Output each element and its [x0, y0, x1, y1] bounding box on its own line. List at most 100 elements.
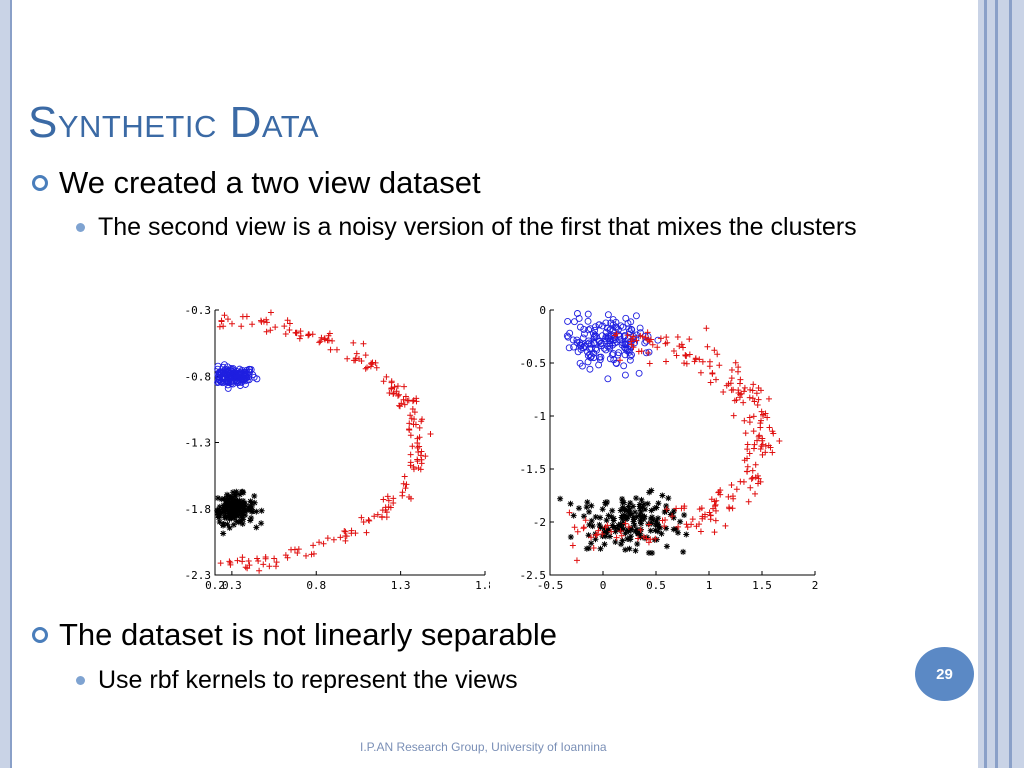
data-point	[242, 564, 249, 571]
data-point	[760, 412, 767, 419]
data-point	[659, 517, 666, 524]
data-point	[586, 365, 594, 373]
data-point	[576, 338, 584, 346]
data-point	[709, 369, 716, 376]
data-point	[759, 435, 766, 442]
data-point	[674, 334, 681, 341]
data-point	[664, 339, 671, 346]
series-stars	[214, 488, 265, 537]
data-point	[758, 417, 765, 424]
data-point	[754, 472, 761, 479]
data-point	[226, 495, 233, 502]
data-point	[230, 505, 237, 512]
data-point	[401, 383, 408, 390]
data-point	[263, 319, 270, 326]
data-point	[619, 495, 626, 502]
data-point	[757, 445, 764, 452]
data-point	[239, 558, 246, 565]
data-point	[391, 383, 398, 390]
data-point	[706, 358, 713, 365]
data-point	[748, 475, 755, 482]
data-point	[577, 342, 585, 350]
data-point	[404, 397, 411, 404]
data-point	[324, 337, 331, 344]
data-point	[575, 315, 583, 322]
data-point	[411, 409, 418, 416]
data-point	[723, 382, 730, 389]
data-point	[237, 499, 244, 506]
data-point	[353, 350, 360, 357]
data-point	[232, 500, 239, 507]
data-point	[584, 499, 591, 506]
data-point	[625, 523, 632, 530]
data-point	[231, 514, 238, 521]
data-point	[333, 346, 340, 353]
data-point	[263, 328, 270, 335]
data-point	[297, 332, 304, 339]
data-point	[749, 474, 756, 481]
data-point	[579, 344, 587, 352]
data-point	[267, 309, 274, 316]
data-point	[750, 413, 757, 420]
data-point	[604, 527, 611, 534]
data-point	[569, 542, 576, 549]
data-point	[251, 499, 258, 506]
data-point	[214, 495, 221, 502]
data-point	[343, 533, 350, 540]
data-point	[241, 370, 249, 378]
data-point	[625, 508, 632, 515]
data-point	[229, 320, 236, 327]
left-border	[0, 0, 10, 768]
data-point	[652, 535, 659, 542]
data-point	[262, 553, 269, 560]
data-point	[407, 432, 414, 439]
data-point	[641, 513, 648, 520]
series-plus	[566, 325, 783, 564]
data-point	[620, 526, 627, 533]
data-point	[730, 412, 737, 419]
data-point	[248, 499, 255, 506]
data-point	[742, 430, 749, 437]
data-point	[711, 529, 718, 536]
data-point	[360, 519, 367, 526]
data-point	[584, 317, 592, 325]
y-tick-label: -1.8	[185, 503, 212, 516]
data-point	[580, 525, 587, 532]
right-border-stripe	[998, 0, 1009, 768]
data-point	[344, 355, 351, 362]
data-point	[636, 512, 643, 519]
data-point	[745, 498, 752, 505]
data-point	[770, 430, 777, 437]
data-point	[622, 546, 629, 553]
data-point	[645, 349, 652, 356]
data-point	[580, 513, 587, 520]
data-point	[384, 493, 391, 500]
data-point	[407, 412, 414, 419]
data-point	[628, 527, 635, 534]
data-point	[360, 340, 367, 347]
data-point	[591, 333, 598, 341]
data-point	[373, 364, 380, 371]
data-point	[758, 408, 765, 415]
data-point	[755, 480, 762, 487]
data-point	[364, 364, 371, 371]
data-point	[596, 353, 603, 361]
data-point	[749, 467, 756, 474]
data-point	[627, 499, 634, 506]
data-point	[583, 545, 590, 552]
y-tick-label: -2	[533, 516, 546, 529]
data-point	[750, 445, 757, 452]
data-point	[316, 539, 323, 546]
data-point	[234, 379, 242, 386]
data-point	[250, 373, 258, 381]
data-point	[678, 505, 685, 512]
data-point	[630, 503, 637, 510]
data-point	[609, 507, 616, 514]
data-point	[683, 360, 690, 367]
data-point	[214, 510, 221, 517]
data-point	[663, 506, 670, 513]
data-point	[416, 443, 423, 450]
data-point	[655, 515, 662, 522]
data-point	[616, 527, 623, 534]
data-point	[413, 395, 420, 402]
